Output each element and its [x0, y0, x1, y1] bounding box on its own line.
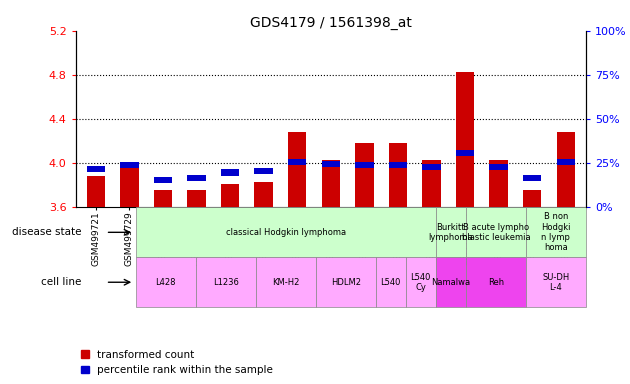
Title: GDS4179 / 1561398_at: GDS4179 / 1561398_at	[250, 16, 411, 30]
Text: HDLM2: HDLM2	[331, 278, 361, 287]
Bar	[135, 257, 196, 307]
Bar	[316, 257, 375, 307]
Bar	[375, 257, 406, 307]
Bar	[288, 132, 306, 207]
Bar	[389, 162, 407, 169]
Bar	[154, 177, 172, 183]
Bar	[436, 207, 466, 257]
Bar	[523, 175, 541, 181]
Text: L540
Cy: L540 Cy	[411, 273, 431, 292]
Bar	[255, 182, 273, 207]
Bar	[135, 207, 436, 257]
Bar	[321, 160, 340, 207]
Bar	[490, 160, 508, 207]
Bar	[187, 175, 205, 181]
Text: Reh: Reh	[488, 278, 504, 287]
Bar	[556, 132, 575, 207]
Bar	[389, 143, 407, 207]
Bar	[406, 257, 436, 307]
Bar	[255, 168, 273, 174]
Legend: transformed count, percentile rank within the sample: transformed count, percentile rank withi…	[81, 350, 273, 375]
Bar	[256, 257, 316, 307]
Text: B non
Hodgki
n lymp
homa: B non Hodgki n lymp homa	[541, 212, 571, 252]
Bar	[86, 166, 105, 172]
Text: L540: L540	[381, 278, 401, 287]
Bar	[355, 162, 374, 169]
Bar	[556, 159, 575, 165]
Bar	[120, 162, 139, 169]
Bar	[526, 207, 586, 257]
Text: L1236: L1236	[213, 278, 239, 287]
Bar	[422, 164, 441, 170]
Text: disease state: disease state	[12, 227, 82, 237]
Bar	[355, 143, 374, 207]
Text: B acute lympho
blastic leukemia: B acute lympho blastic leukemia	[462, 223, 530, 242]
Bar	[220, 169, 239, 175]
Bar	[466, 207, 526, 257]
Bar	[220, 184, 239, 207]
Bar	[526, 257, 586, 307]
Bar	[456, 71, 474, 207]
Bar	[196, 257, 256, 307]
Bar	[154, 190, 172, 207]
Bar	[288, 159, 306, 165]
Text: SU-DH
L-4: SU-DH L-4	[542, 273, 570, 292]
Text: L428: L428	[156, 278, 176, 287]
Text: Burkitt
lymphoma: Burkitt lymphoma	[428, 223, 473, 242]
Bar	[436, 257, 466, 307]
Bar	[422, 160, 441, 207]
Bar	[86, 177, 105, 207]
Text: classical Hodgkin lymphoma: classical Hodgkin lymphoma	[226, 228, 346, 237]
Bar	[120, 162, 139, 207]
Bar	[466, 257, 526, 307]
Bar	[456, 150, 474, 156]
Text: cell line: cell line	[41, 277, 82, 287]
Bar	[187, 190, 205, 207]
Bar	[321, 161, 340, 167]
Text: Namalwa: Namalwa	[432, 278, 471, 287]
Text: KM-H2: KM-H2	[272, 278, 299, 287]
Bar	[490, 164, 508, 170]
Bar	[523, 190, 541, 207]
